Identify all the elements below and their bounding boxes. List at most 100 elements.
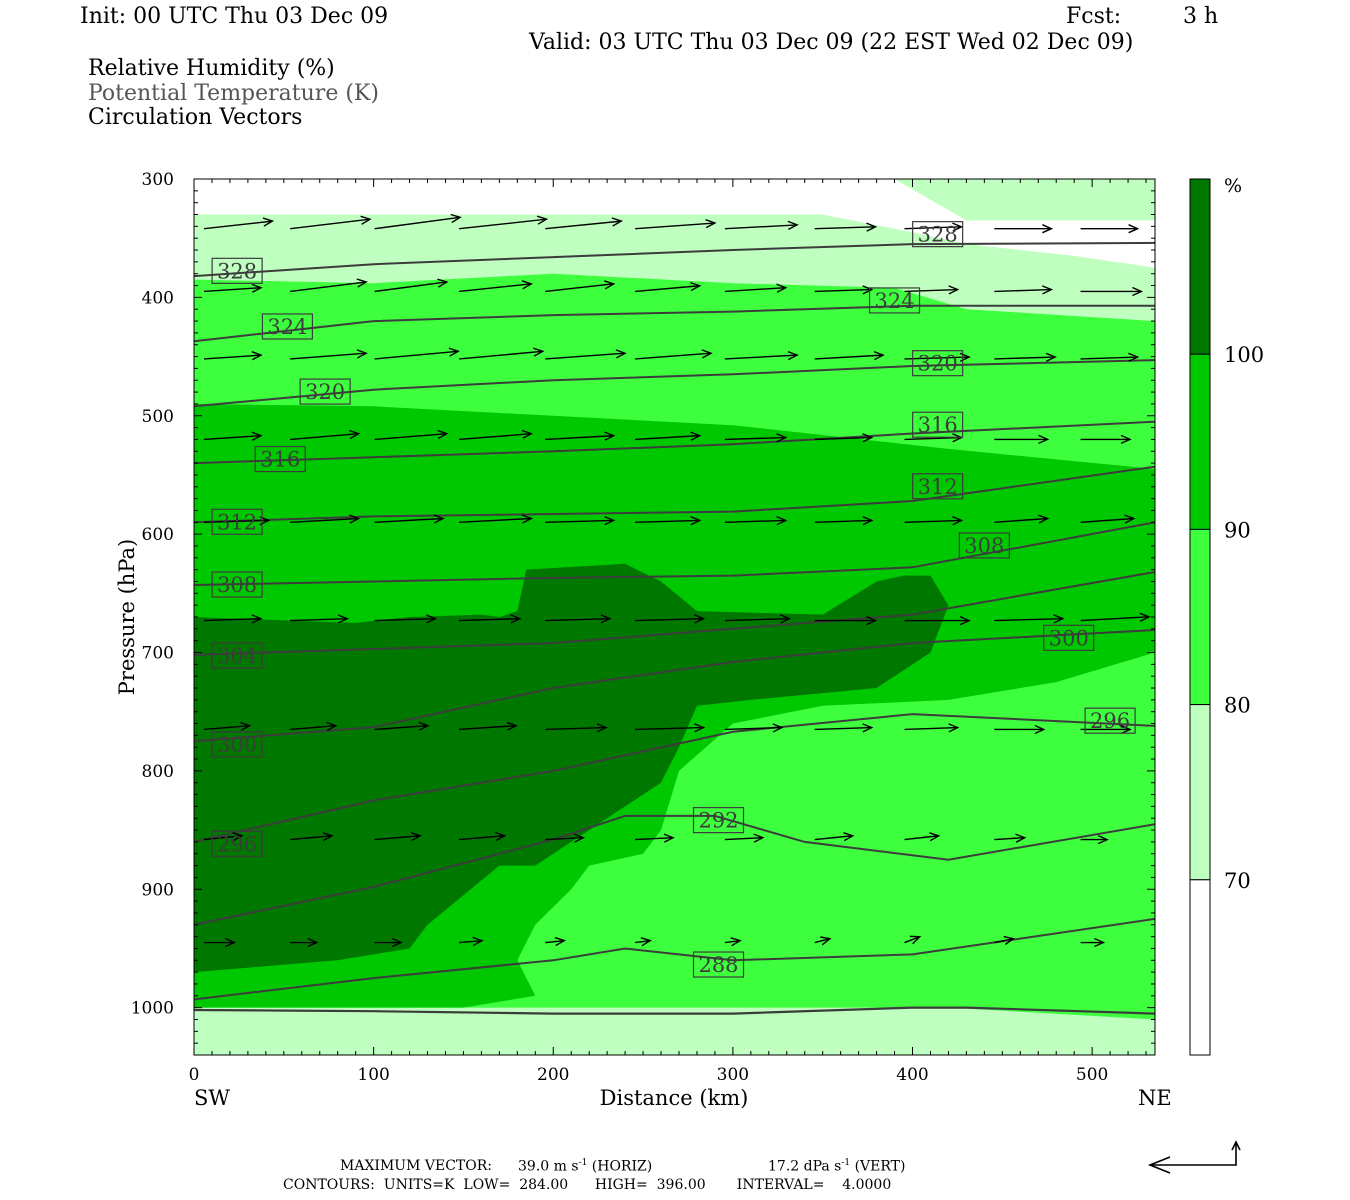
circulation-vector <box>724 723 784 733</box>
theta-label: 296 <box>1084 707 1136 734</box>
theta-label: 324 <box>868 287 921 314</box>
theta-label: 296 <box>211 830 263 857</box>
reference-vector-icon <box>1147 1140 1241 1174</box>
circulation-vector <box>994 833 1027 843</box>
theta-contour-312 <box>194 465 1155 524</box>
colorbar-band <box>1189 353 1211 530</box>
circulation-vector <box>1080 286 1144 297</box>
circulation-vector <box>374 213 462 230</box>
theta-contour-300 <box>194 629 1155 743</box>
theta-contour-292 <box>194 814 1155 926</box>
svg-text:328: 328 <box>217 259 257 283</box>
field-rh: Relative Humidity (%) <box>88 56 335 81</box>
circulation-vector <box>459 831 507 842</box>
circulation-vector <box>904 723 960 733</box>
svg-text:320: 320 <box>305 380 345 404</box>
y-tick-label: 900 <box>142 880 174 900</box>
circulation-vector <box>904 222 964 232</box>
svg-text:328: 328 <box>918 223 958 247</box>
circulation-vector <box>635 219 717 230</box>
forecast-hour: 3 h <box>1183 4 1219 29</box>
colorbar-label: 90 <box>1224 518 1251 542</box>
circulation-vector <box>994 224 1054 234</box>
y-tick-label: 600 <box>142 525 174 545</box>
x-end-left: SW <box>194 1086 230 1110</box>
theta-contour-320 <box>194 359 1155 408</box>
valid-time: Valid: 03 UTC Thu 03 Dec 09 (22 EST Wed … <box>529 30 1134 55</box>
theta-label: 308 <box>958 532 1010 559</box>
svg-text:316: 316 <box>918 413 958 437</box>
circulation-vector <box>994 935 1016 945</box>
circulation-vector <box>904 516 964 526</box>
y-tick-label: 400 <box>142 288 174 308</box>
circulation-vector <box>459 936 484 947</box>
circulation-vector <box>545 833 586 843</box>
theta-label: 316 <box>254 445 306 473</box>
exponent: -1 <box>841 1158 851 1168</box>
circulation-vector <box>290 278 368 293</box>
circulation-vector <box>994 724 1046 735</box>
svg-text:320: 320 <box>918 352 958 376</box>
circulation-vector <box>904 285 960 295</box>
circulation-vector <box>458 215 549 230</box>
colorbar-label: 80 <box>1224 694 1251 718</box>
circulation-vector <box>545 723 608 733</box>
theta-label: 328 <box>912 221 964 248</box>
circulation-vector <box>459 514 534 524</box>
circulation-vector <box>994 285 1054 295</box>
svg-text:316: 316 <box>260 448 300 472</box>
svg-text:288: 288 <box>698 953 738 977</box>
circulation-vector <box>814 285 874 295</box>
theta-label: 316 <box>912 411 964 438</box>
theta-contour-304 <box>194 571 1155 656</box>
circulation-vector <box>290 614 349 624</box>
svg-text:296: 296 <box>217 832 257 856</box>
circulation-vector <box>545 349 627 360</box>
circulation-vector <box>1080 514 1136 524</box>
circulation-vector <box>814 222 878 232</box>
circulation-vector <box>459 721 518 731</box>
circulation-vector <box>724 614 792 624</box>
theta-contour-324 <box>194 304 1155 343</box>
circulation-vector <box>203 614 263 624</box>
svg-text:296: 296 <box>1090 709 1130 733</box>
circulation-vector <box>374 831 422 842</box>
circulation-vector <box>635 516 702 526</box>
circulation-vector <box>635 723 706 733</box>
theta-contour-316 <box>194 420 1155 465</box>
colorbar-band <box>1189 528 1211 706</box>
theta-label: 324 <box>261 313 314 340</box>
x-tick-label: 500 <box>1076 1065 1108 1085</box>
circulation-vector <box>1080 352 1140 362</box>
max-vector-label: MAXIMUM VECTOR: <box>340 1158 492 1174</box>
theta-contour-328 <box>194 241 1155 278</box>
theta-label: 292 <box>692 807 745 834</box>
circulation-vector <box>814 832 855 842</box>
y-tick-label: 800 <box>142 762 174 782</box>
svg-text:308: 308 <box>964 534 1004 558</box>
x-tick-label: 100 <box>357 1065 389 1085</box>
circulation-vector <box>814 433 874 443</box>
circulation-vector <box>290 937 319 948</box>
circulation-vector <box>545 614 612 624</box>
x-tick-label: 200 <box>537 1065 569 1085</box>
circulation-vector <box>203 351 263 361</box>
forecast-label: Fcst: <box>1066 4 1122 29</box>
theta-contour-308 <box>194 521 1155 586</box>
circulation-vector <box>904 935 922 945</box>
circulation-vector <box>814 936 832 946</box>
circulation-vector <box>545 280 616 293</box>
colorbar-band <box>1189 879 1211 1056</box>
circulation-vector <box>290 349 368 360</box>
circulation-vector <box>374 278 449 293</box>
theta-contour-284 <box>194 1006 1155 1015</box>
circulation-vector <box>814 516 874 526</box>
init-time: Init: 00 UTC Thu 03 Dec 09 <box>80 4 389 29</box>
circulation-vector <box>994 514 1050 524</box>
theta-label: 308 <box>211 571 263 598</box>
svg-text:312: 312 <box>918 475 958 499</box>
circulation-vector <box>374 937 403 948</box>
colorbar-band <box>1189 178 1211 355</box>
circulation-vector <box>459 347 545 360</box>
